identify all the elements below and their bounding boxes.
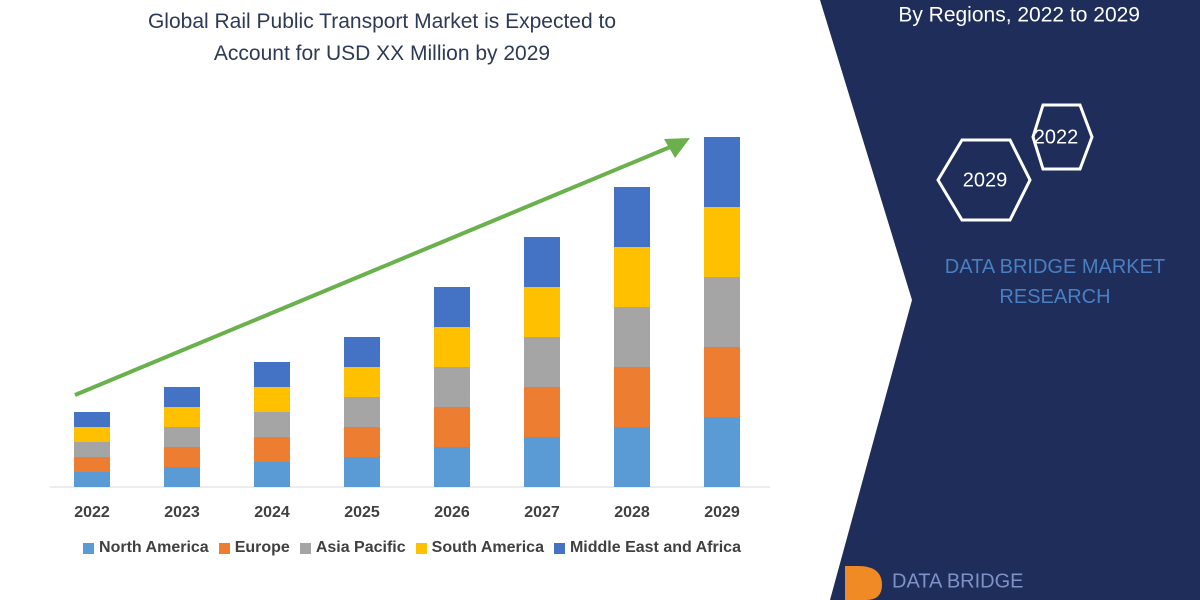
legend-label: Asia Pacific xyxy=(315,539,406,556)
legend-item: South America xyxy=(415,539,544,557)
bar-segment xyxy=(254,387,290,412)
bar-segment xyxy=(344,337,380,367)
x-tick-label: 2025 xyxy=(344,504,380,521)
bar-segment xyxy=(524,237,560,287)
chart-title: Global Rail Public Transport Market is E… xyxy=(147,10,617,65)
legend-label: Middle East and Africa xyxy=(569,539,741,556)
bar-segment xyxy=(614,427,650,487)
bar-segment xyxy=(614,247,650,307)
x-tick-label: 2026 xyxy=(434,504,470,521)
logo-text: DATA BRIDGE xyxy=(892,570,1024,592)
x-tick-label: 2029 xyxy=(704,504,740,521)
bar-segment xyxy=(164,427,200,447)
legend-item: Asia Pacific xyxy=(299,539,406,557)
bar-segment xyxy=(524,437,560,487)
legend-swatch xyxy=(218,542,230,554)
bar-segment xyxy=(74,442,110,457)
bar-segment xyxy=(704,137,740,207)
arrow-head xyxy=(664,138,690,158)
legend-label: Europe xyxy=(234,539,290,556)
bar-segment xyxy=(434,407,470,447)
bar-segment xyxy=(434,327,470,367)
trend-arrow xyxy=(74,143,676,397)
bar-segment xyxy=(74,412,110,427)
bar-segment xyxy=(164,387,200,407)
bar-segment xyxy=(164,467,200,487)
x-tick-label: 2022 xyxy=(74,504,110,521)
bar-segment xyxy=(614,187,650,247)
bar-segment xyxy=(254,362,290,387)
bar-segment xyxy=(434,447,470,487)
legend: North America Europe Asia Pacific South Ame… xyxy=(0,539,824,557)
x-tick-label: 2024 xyxy=(254,504,290,521)
bar-segment xyxy=(254,462,290,487)
bar-segment xyxy=(74,427,110,442)
legend-swatch xyxy=(415,542,427,554)
panel-heading: By Regions, 2022 to 2029 xyxy=(898,4,1140,27)
badge: 2022 xyxy=(1034,126,1079,148)
bar-segment xyxy=(704,347,740,417)
bar-segment xyxy=(254,412,290,437)
bar-segment xyxy=(614,367,650,427)
bar-segment xyxy=(74,457,110,472)
legend-label: South America xyxy=(431,539,544,556)
bar-segment xyxy=(524,287,560,337)
legend-item: Middle East and Africa xyxy=(553,539,741,557)
bar-segment xyxy=(344,367,380,397)
legend-swatch xyxy=(299,542,311,554)
bar-segment xyxy=(524,337,560,387)
legend-item: Europe xyxy=(218,539,290,557)
x-tick-label: 2028 xyxy=(614,504,650,521)
bar-segment xyxy=(254,437,290,462)
bar-segment xyxy=(524,387,560,437)
bar-segment xyxy=(344,397,380,427)
hexagon xyxy=(1031,103,1094,171)
bar-segment xyxy=(344,427,380,457)
brand: DATA BRIDGE MARKET RESEARCH xyxy=(944,256,1166,308)
badge: 2029 xyxy=(963,169,1008,191)
bar-segment xyxy=(704,417,740,487)
legend-swatch xyxy=(553,542,565,554)
bar-segment xyxy=(434,287,470,327)
bar-segment xyxy=(344,457,380,487)
hexagon xyxy=(936,138,1032,222)
bar-segment xyxy=(704,207,740,277)
legend-item: North America xyxy=(83,539,209,557)
bar-segment xyxy=(704,277,740,347)
bar-segment xyxy=(164,407,200,427)
logo-mark xyxy=(845,566,882,600)
bar-segment xyxy=(434,367,470,407)
bar-segment xyxy=(164,447,200,467)
side-panel xyxy=(820,0,1200,600)
bar-segment xyxy=(614,307,650,367)
x-tick-label: 2027 xyxy=(524,504,560,521)
legend-label: North America xyxy=(99,539,209,556)
legend-swatch xyxy=(83,542,95,554)
bar-segment xyxy=(74,472,110,487)
x-tick-label: 2023 xyxy=(164,504,200,521)
